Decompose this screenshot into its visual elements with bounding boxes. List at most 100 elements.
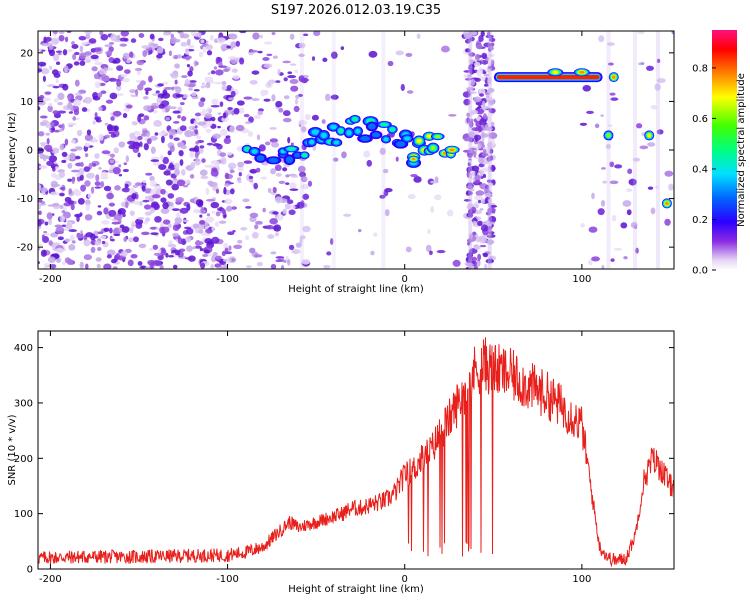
noise-speckle (471, 165, 480, 172)
noise-speckle (228, 56, 237, 60)
noise-speckle (220, 43, 230, 51)
noise-speckle (224, 247, 229, 253)
noise-speckle (46, 212, 53, 220)
noise-speckle (240, 226, 248, 231)
spectrogram-xtick-label: -100 (216, 274, 239, 285)
noise-speckle (477, 143, 482, 149)
noise-speckle (103, 207, 109, 215)
noise-speckle (668, 183, 674, 191)
spectrogram-ytick-label: 0 (27, 146, 33, 157)
noise-speckle (205, 128, 212, 133)
noise-speckle (195, 141, 200, 145)
noise-speckle (223, 242, 229, 249)
noise-speckle (200, 39, 205, 44)
noise-speckle (68, 111, 74, 114)
noise-speckle (135, 79, 141, 83)
noise-speckle (600, 114, 604, 117)
noise-speckle (201, 109, 207, 114)
noise-speckle (186, 63, 191, 68)
noise-speckle (110, 153, 115, 158)
noise-speckle (474, 53, 481, 61)
noise-speckle (487, 179, 492, 183)
noise-speckle (298, 53, 305, 57)
noise-speckle (110, 116, 115, 121)
noise-speckle (486, 239, 495, 245)
noise-speckle (223, 264, 229, 269)
vertical-streak (487, 31, 492, 269)
noise-speckle (86, 172, 95, 179)
noise-speckle (150, 146, 156, 154)
noise-speckle (67, 49, 73, 53)
noise-speckle (206, 213, 211, 217)
noise-speckle (487, 77, 492, 85)
snr-ytick-label: 0 (27, 565, 33, 576)
noise-speckle (106, 124, 113, 132)
noise-speckle (138, 33, 145, 38)
noise-speckle (142, 50, 148, 58)
noise-speckle (195, 199, 204, 207)
noise-speckle (289, 182, 297, 189)
noise-speckle (298, 42, 306, 49)
noise-speckle (137, 152, 141, 158)
noise-speckle (655, 185, 659, 189)
noise-speckle (119, 43, 127, 47)
noise-speckle (73, 61, 80, 66)
noise-speckle (275, 172, 282, 177)
noise-speckle (83, 166, 91, 173)
noise-speckle (269, 218, 278, 225)
noise-speckle (300, 183, 310, 190)
noise-speckle (138, 113, 145, 118)
noise-speckle (98, 133, 104, 141)
noise-speckle (96, 210, 103, 216)
noise-speckle (38, 147, 45, 154)
noise-speckle (486, 182, 494, 187)
noise-speckle (609, 92, 616, 96)
spectral-blob (416, 138, 422, 144)
noise-speckle (111, 258, 117, 264)
noise-speckle (326, 251, 332, 256)
noise-speckle (213, 66, 218, 70)
noise-speckle (162, 131, 169, 135)
noise-speckle (98, 167, 102, 170)
noise-speckle (475, 108, 485, 115)
noise-speckle (166, 105, 172, 110)
noise-speckle (195, 61, 199, 66)
spectral-blob (647, 133, 652, 138)
noise-speckle (488, 201, 492, 208)
noise-speckle (177, 115, 181, 119)
noise-speckle (407, 193, 416, 200)
noise-speckle (201, 232, 208, 237)
noise-speckle (83, 239, 91, 247)
noise-speckle (343, 213, 352, 217)
noise-speckle (636, 31, 645, 35)
noise-speckle (46, 137, 50, 145)
noise-speckle (464, 38, 471, 44)
noise-speckle (483, 148, 487, 155)
noise-speckle (113, 125, 119, 132)
noise-speckle (167, 201, 174, 207)
noise-speckle (150, 202, 160, 209)
noise-speckle (148, 75, 153, 83)
noise-speckle (283, 95, 290, 100)
noise-speckle (251, 98, 260, 101)
colorbar-tick-label: 0.0 (692, 266, 708, 277)
noise-speckle (77, 198, 85, 205)
noise-speckle (236, 177, 242, 182)
noise-speckle (43, 230, 48, 234)
noise-speckle (201, 82, 205, 86)
noise-speckle (142, 179, 147, 184)
noise-speckle (580, 223, 585, 228)
noise-speckle (405, 246, 412, 253)
noise-speckle (470, 147, 475, 155)
noise-speckle (311, 56, 316, 61)
noise-speckle (400, 83, 405, 92)
noise-speckle (609, 161, 615, 168)
noise-speckle (582, 84, 592, 92)
noise-speckle (227, 106, 233, 111)
noise-speckle (184, 226, 192, 230)
noise-speckle (302, 33, 309, 37)
noise-speckle (185, 236, 192, 243)
spectrogram-marks (38, 31, 674, 269)
noise-speckle (46, 160, 55, 167)
spectral-blob (309, 139, 315, 145)
